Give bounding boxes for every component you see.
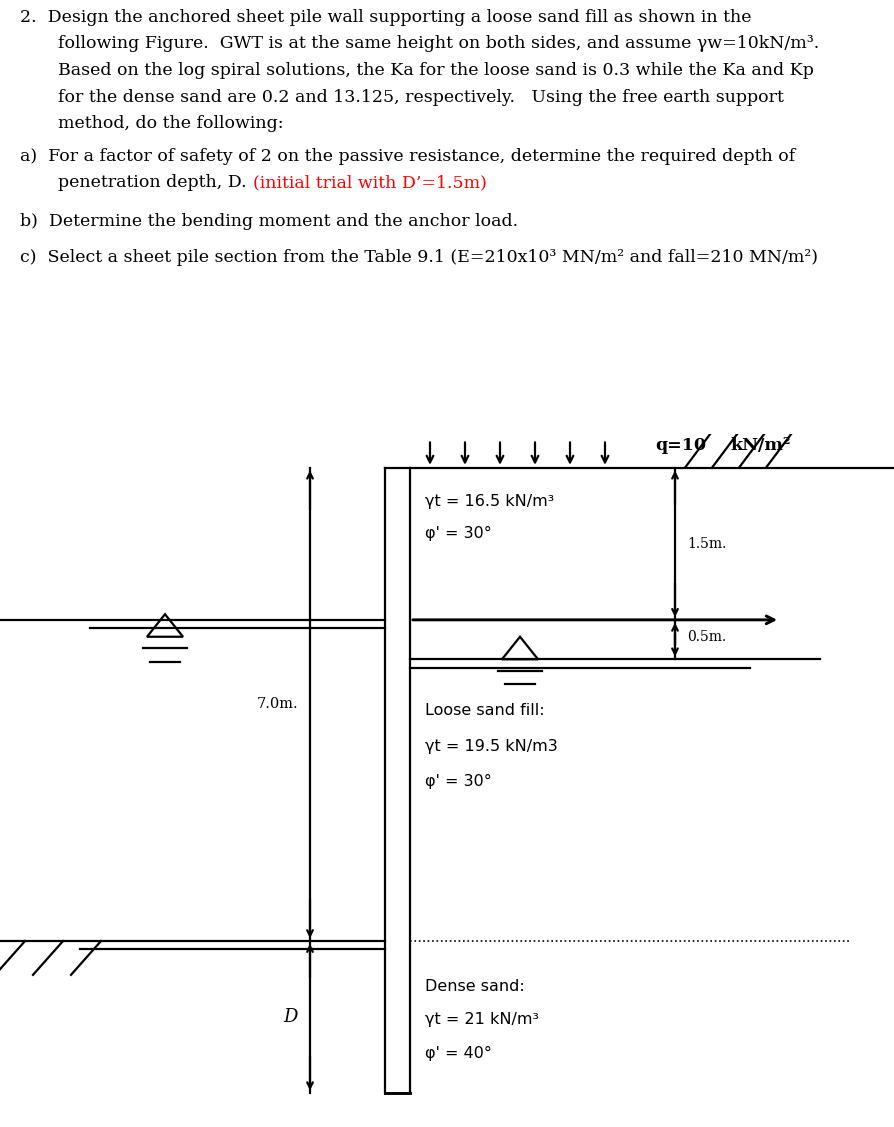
Text: γt = 16.5 kN/m³: γt = 16.5 kN/m³ — [425, 494, 553, 509]
Text: Loose sand fill:: Loose sand fill: — [425, 702, 544, 718]
Text: b)  Determine the bending moment and the anchor load.: b) Determine the bending moment and the … — [20, 213, 518, 230]
Text: (initial trial with D’=1.5m): (initial trial with D’=1.5m) — [253, 175, 486, 192]
Text: φ' = 40°: φ' = 40° — [425, 1046, 492, 1062]
Text: 1.5m.: 1.5m. — [687, 536, 726, 551]
Text: φ' = 30°: φ' = 30° — [425, 525, 491, 541]
Text: 0.5m.: 0.5m. — [687, 630, 725, 644]
Text: kN/m²: kN/m² — [730, 436, 789, 454]
Text: c)  Select a sheet pile section from the Table 9.1 (E=210x10³ MN/m² and fall=210: c) Select a sheet pile section from the … — [20, 249, 817, 266]
Text: penetration depth, D.: penetration depth, D. — [58, 175, 252, 192]
Text: a)  For a factor of safety of 2 on the passive resistance, determine the require: a) For a factor of safety of 2 on the pa… — [20, 148, 794, 165]
Text: 2.  Design the anchored sheet pile wall supporting a loose sand fill as shown in: 2. Design the anchored sheet pile wall s… — [20, 9, 750, 26]
Text: γt = 19.5 kN/m3: γt = 19.5 kN/m3 — [425, 738, 557, 754]
Text: D: D — [283, 1009, 298, 1026]
Text: Based on the log spiral solutions, the Ka for the loose sand is 0.3 while the Ka: Based on the log spiral solutions, the K… — [58, 62, 814, 79]
Text: Dense sand:: Dense sand: — [425, 978, 524, 994]
Text: 7.0m.: 7.0m. — [256, 698, 298, 711]
Text: method, do the following:: method, do the following: — [58, 115, 283, 132]
Text: φ' = 30°: φ' = 30° — [425, 773, 491, 789]
Text: γt = 21 kN/m³: γt = 21 kN/m³ — [425, 1012, 538, 1028]
Text: following Figure.  GWT is at the same height on both sides, and assume γw=10kN/m: following Figure. GWT is at the same hei… — [58, 35, 819, 52]
Text: for the dense sand are 0.2 and 13.125, respectively.   Using the free earth supp: for the dense sand are 0.2 and 13.125, r… — [58, 89, 783, 106]
Text: q=10: q=10 — [654, 436, 705, 454]
